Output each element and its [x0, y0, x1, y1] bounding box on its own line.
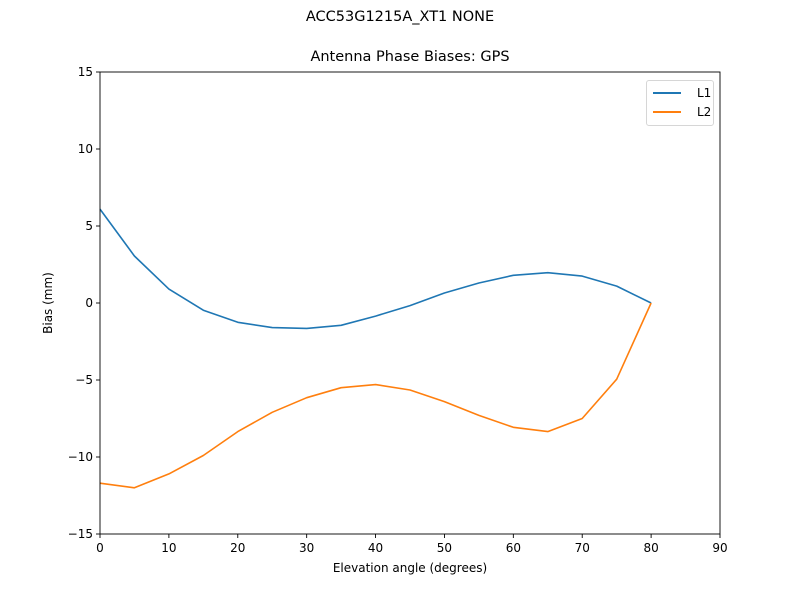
- legend-line-l2-icon: [653, 111, 681, 113]
- x-tick-label: 10: [161, 541, 176, 555]
- y-tick-label: 5: [85, 219, 93, 233]
- x-tick-label: 0: [96, 541, 104, 555]
- legend-line-l1-icon: [653, 92, 681, 94]
- y-tick-label: −10: [68, 450, 93, 464]
- y-tick-label: 15: [78, 65, 93, 79]
- x-tick-label: 70: [575, 541, 590, 555]
- x-tick-label: 80: [643, 541, 658, 555]
- x-tick-label: 90: [712, 541, 727, 555]
- legend-item-l1: L1: [653, 85, 711, 101]
- y-tick-label: 0: [85, 296, 93, 310]
- legend-label-l2: L2: [697, 105, 712, 119]
- x-tick-label: 60: [506, 541, 521, 555]
- y-tick-label: −15: [68, 527, 93, 541]
- series-line-l2: [99, 302, 652, 489]
- x-axis-label: Elevation angle (degrees): [332, 561, 488, 575]
- x-tick-label: 40: [368, 541, 383, 555]
- legend: L1 L2: [646, 80, 714, 126]
- legend-item-l2: L2: [653, 104, 711, 120]
- figure-suptitle: ACC53G1215A_XT1 NONE: [305, 9, 495, 25]
- y-tick-label: −5: [75, 373, 93, 387]
- x-tick-label: 30: [299, 541, 314, 555]
- chart-title: Antenna Phase Biases: GPS: [310, 49, 510, 65]
- y-tick-label: 10: [78, 142, 93, 156]
- x-tick-label: 20: [230, 541, 245, 555]
- series-line-l1: [99, 208, 652, 330]
- legend-label-l1: L1: [697, 86, 712, 100]
- x-tick-label: 50: [437, 541, 452, 555]
